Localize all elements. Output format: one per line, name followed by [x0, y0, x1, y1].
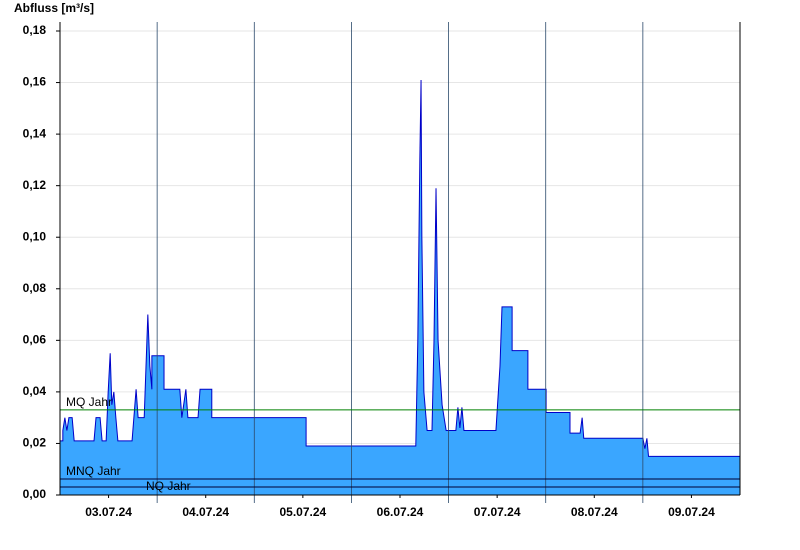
reference-label: NQ Jahr	[146, 479, 191, 493]
y-tick-label: 0,00	[23, 487, 47, 501]
area	[60, 79, 740, 495]
x-tick-label: 05.07.24	[279, 505, 326, 519]
y-tick-label: 0,14	[23, 126, 47, 140]
x-tick-label: 07.07.24	[474, 505, 521, 519]
x-tick-label: 08.07.24	[571, 505, 618, 519]
y-tick-label: 0,02	[23, 436, 47, 450]
x-tick-label: 03.07.24	[85, 505, 132, 519]
y-tick-label: 0,08	[23, 281, 47, 295]
y-tick-label: 0,16	[23, 75, 47, 89]
y-tick-label: 0,10	[23, 229, 47, 243]
reference-label: MQ Jahr	[66, 395, 112, 409]
x-tick-label: 06.07.24	[377, 505, 424, 519]
x-tick-label: 04.07.24	[182, 505, 229, 519]
y-tick-label: 0,18	[23, 23, 47, 37]
y-tick-label: 0,04	[23, 384, 47, 398]
line	[60, 79, 740, 457]
reference-label: MNQ Jahr	[66, 464, 121, 478]
x-tick-label: 09.07.24	[668, 505, 715, 519]
y-tick-label: 0,12	[23, 178, 47, 192]
y-tick-label: 0,06	[23, 333, 47, 347]
y-axis-title: Abfluss [m³/s]	[14, 1, 94, 15]
